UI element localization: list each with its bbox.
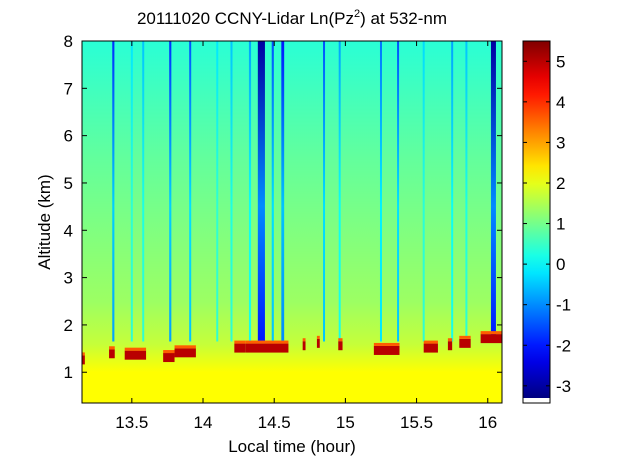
y-tick-label: 6 (64, 127, 73, 146)
x-tick-label: 16 (478, 413, 497, 432)
x-axis: 13.5 14 14.5 15 15.5 16 (115, 41, 497, 432)
cloud-segment (423, 343, 438, 353)
cloud-segment (459, 338, 471, 348)
cloud-segment-edge (82, 352, 85, 356)
low-signal-column (112, 41, 115, 342)
cloud-segment-edge (423, 340, 438, 344)
x-axis-label: Local time (hour) (228, 437, 356, 456)
x-tick-label: 14.5 (258, 413, 291, 432)
x-tick-label: 14 (194, 413, 213, 432)
cloud-layer (82, 331, 502, 365)
y-axis: 1 2 3 4 5 6 7 8 (64, 32, 502, 382)
colorbar-frame (522, 40, 551, 404)
colorbar: -3 -2 -1 0 1 2 3 4 5 (522, 40, 571, 404)
low-signal-column (248, 41, 252, 342)
cloud-segment-edge (480, 331, 502, 335)
colorbar-tick-label: 2 (556, 174, 565, 193)
y-tick-label: 4 (64, 221, 73, 240)
cloud-segment-edge (109, 346, 115, 350)
low-signal-column (257, 41, 265, 342)
heatmap-columns (112, 41, 496, 342)
low-signal-column (281, 41, 285, 342)
cloud-segment-edge (338, 338, 343, 342)
y-tick-label: 7 (64, 79, 73, 98)
cloud-segment-edge (373, 342, 400, 346)
colorbar-tick-label: -1 (556, 296, 571, 315)
cloud-segment (302, 341, 306, 351)
low-signal-column (490, 41, 496, 342)
cloud-segment-edge (245, 340, 289, 344)
cloud-segment (124, 350, 147, 360)
cloud-segment (163, 353, 175, 363)
x-tick-label: 13.5 (115, 413, 148, 432)
low-signal-column (338, 41, 341, 342)
cloud-segment-edge (316, 335, 320, 339)
cloud-segment (480, 334, 502, 344)
cloud-segment (316, 338, 320, 348)
low-signal-column (216, 41, 219, 342)
cloud-segment (174, 348, 196, 358)
y-tick-label: 3 (64, 269, 73, 288)
y-tick-label: 8 (64, 32, 73, 51)
low-signal-column (379, 41, 382, 342)
plot-frame (81, 40, 503, 404)
colorbar-tick-label: 0 (556, 255, 565, 274)
x-tick-label: 15.5 (400, 413, 433, 432)
cloud-segment (245, 343, 289, 353)
low-signal-column (271, 41, 274, 342)
cloud-segment (82, 355, 85, 365)
low-signal-column (451, 41, 454, 342)
y-tick-label: 2 (64, 316, 73, 335)
colorbar-tick-label: 3 (556, 133, 565, 152)
low-signal-column (465, 41, 468, 342)
cloud-segment-edge (234, 340, 246, 344)
low-signal-column (130, 41, 133, 342)
x-tick-label: 15 (336, 413, 355, 432)
cloud-segment (338, 341, 343, 351)
y-tick-label: 1 (64, 363, 73, 382)
y-axis-label: Altitude (km) (35, 174, 54, 269)
colorbar-tick-label: -2 (556, 336, 571, 355)
cloud-segment (447, 341, 453, 351)
colorbar-tick-label: 1 (556, 215, 565, 234)
cloud-segment-edge (302, 338, 306, 342)
cloud-segment-edge (459, 335, 471, 339)
colorbar-tick-label: 4 (556, 93, 565, 112)
colorbar-gradient (523, 41, 550, 398)
cloud-segment-edge (124, 347, 147, 351)
low-signal-column (142, 41, 145, 342)
low-signal-column (230, 41, 233, 342)
low-signal-column (422, 41, 425, 342)
colorbar-tick-label: 5 (556, 52, 565, 71)
cloud-segment-edge (163, 350, 175, 354)
cloud-segment-edge (447, 338, 453, 342)
colorbar-tick-label: -3 (556, 377, 571, 396)
low-signal-column (169, 41, 172, 342)
low-signal-column (189, 41, 192, 342)
low-signal-column (323, 41, 326, 342)
cloud-segment (373, 345, 400, 355)
heatmap-plot-area (82, 41, 502, 403)
cloud-segment (234, 343, 246, 353)
y-tick-label: 5 (64, 174, 73, 193)
low-signal-column (397, 41, 400, 342)
chart-title: 20111020 CCNY-Lidar Ln(Pz2) at 532-nm (137, 8, 447, 28)
cloud-segment-edge (174, 345, 196, 349)
cloud-segment (109, 349, 115, 359)
